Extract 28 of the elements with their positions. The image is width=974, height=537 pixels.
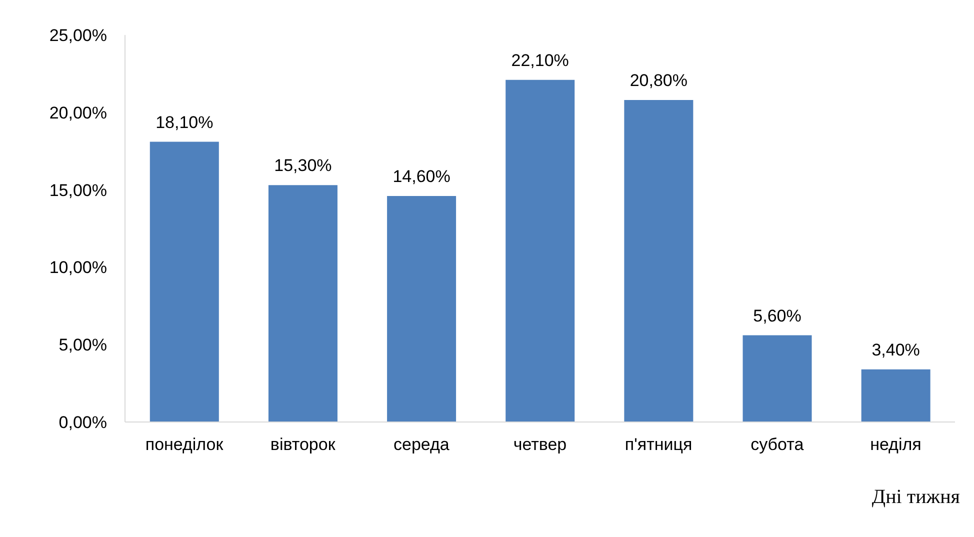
bar [387, 196, 456, 422]
bar [861, 369, 930, 422]
x-tick-label: неділя [870, 435, 922, 454]
y-tick-label: 20,00% [49, 103, 107, 122]
x-tick-label: субота [750, 435, 804, 454]
bar [742, 335, 812, 422]
x-tick-label: п'ятниця [624, 435, 692, 454]
data-label: 15,30% [274, 156, 332, 176]
x-tick-label: середа [393, 435, 450, 454]
x-tick-label: четвер [513, 435, 567, 454]
data-label: 20,80% [630, 71, 688, 90]
y-tick-label: 0,00% [58, 413, 107, 432]
y-tick-label: 5,00% [58, 336, 107, 355]
data-label: 5,60% [753, 306, 802, 326]
bar [268, 185, 338, 422]
x-tick-label: вівторок [270, 435, 336, 454]
data-label: 14,60% [392, 166, 450, 186]
data-label: 18,10% [156, 112, 214, 132]
y-tick-label: 25,00% [49, 26, 107, 46]
bar [150, 142, 219, 422]
data-label: 22,10% [511, 50, 569, 70]
data-label: 3,40% [872, 340, 920, 360]
x-tick-label: понеділок [145, 435, 224, 454]
bar [624, 100, 694, 422]
x-axis-title: Дні тижня [872, 486, 960, 509]
y-tick-label: 10,00% [49, 258, 107, 278]
y-tick-label: 15,00% [49, 180, 107, 200]
bar [506, 80, 575, 422]
